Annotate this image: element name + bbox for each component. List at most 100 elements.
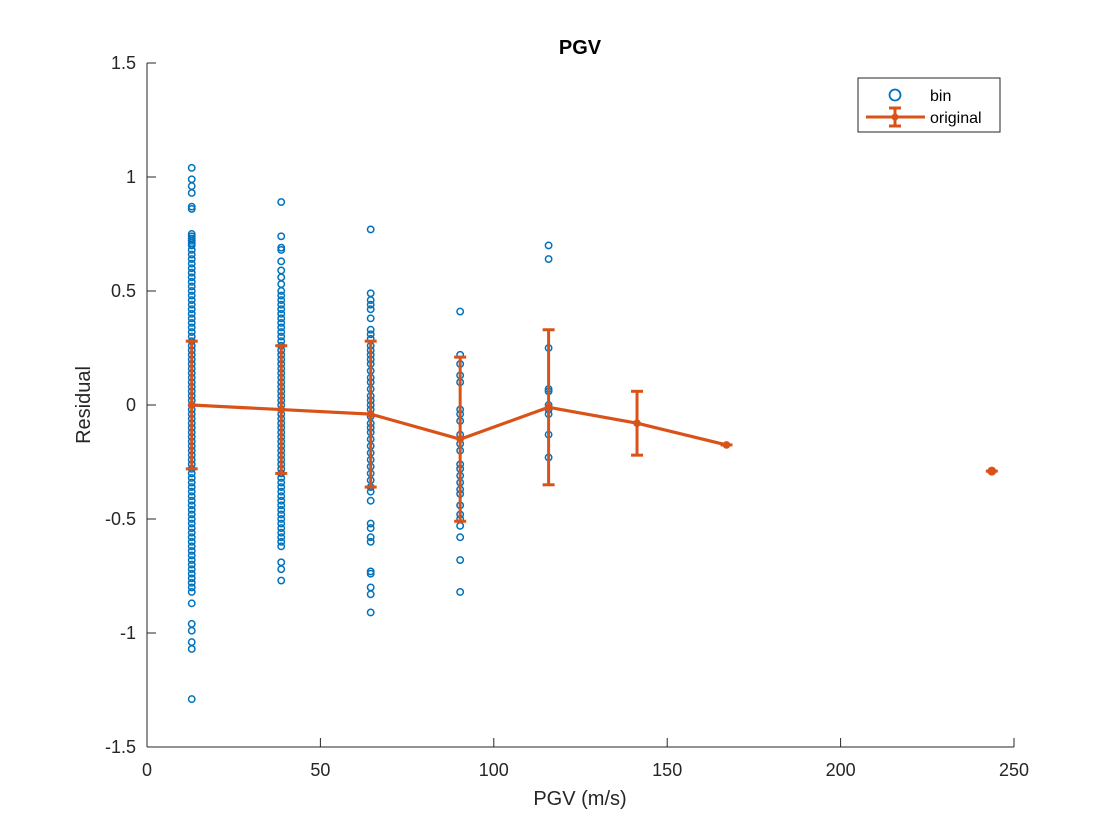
y-tick-label: 1: [126, 167, 136, 187]
bin-point: [366, 289, 375, 298]
bin-point: [277, 257, 286, 266]
bin-point: [277, 487, 286, 496]
bin-point: [187, 182, 196, 191]
x-tick-label: 50: [310, 760, 330, 780]
bin-point: [187, 533, 196, 542]
bin-point: [187, 537, 196, 546]
bin-point: [277, 492, 286, 501]
bin-point: [187, 492, 196, 501]
bin-point: [187, 626, 196, 635]
bin-point: [187, 569, 196, 578]
original-point: [366, 410, 375, 418]
bin-point: [366, 524, 375, 533]
bin-point: [456, 588, 465, 596]
plot-area: 0 50 100 150 200 250 -1.5 -1 -0.5 0 0.5 1 1.5: [105, 53, 1029, 780]
chart-title: PGV: [559, 37, 602, 59]
y-axis-label: Residual: [73, 366, 95, 444]
bin-point: [366, 569, 375, 578]
bin-point: [277, 291, 286, 300]
y-tick-label: 0: [126, 395, 136, 415]
bin-point: [366, 300, 375, 309]
original-point: [187, 401, 196, 409]
bin-point: [277, 266, 286, 275]
bin-point: [187, 638, 196, 647]
bin-point: [187, 277, 196, 286]
bin-point: [187, 309, 196, 318]
bin-point: [366, 314, 375, 323]
bin-point: [366, 296, 375, 305]
bin-point: [187, 483, 196, 492]
bin-point: [277, 510, 286, 519]
bin-point: [277, 478, 286, 487]
bin-point: [187, 291, 196, 300]
legend-bin-marker: [888, 88, 902, 102]
bin-point: [187, 524, 196, 533]
bin-point: [187, 259, 196, 268]
bin-point: [277, 309, 286, 318]
bin-point: [187, 505, 196, 514]
original-point: [544, 403, 553, 412]
bin-point: [187, 287, 196, 295]
bin-point: [187, 318, 196, 327]
bin-point: [187, 273, 196, 282]
legend-original-marker: [891, 113, 899, 121]
bin-point: [366, 519, 375, 528]
bin-point: [277, 296, 286, 305]
bin-point: [187, 578, 196, 587]
bin-point: [277, 501, 286, 510]
bin-point: [456, 533, 465, 542]
bin-point: [187, 510, 196, 519]
bin-point: [187, 645, 196, 653]
bin-point: [366, 325, 375, 334]
original-point: [456, 435, 464, 444]
bin-point: [187, 314, 196, 323]
bin-point: [187, 163, 196, 172]
bin-point: [544, 241, 553, 250]
bin-point: [187, 588, 196, 596]
bin-point: [187, 323, 196, 332]
x-tick-label: 250: [999, 760, 1029, 780]
bin-point: [277, 300, 286, 309]
bin-point: [187, 565, 196, 574]
bin-point: [277, 515, 286, 523]
bin-point: [187, 528, 196, 537]
bin-point: [187, 474, 196, 482]
bin-point: [366, 487, 375, 496]
bin-point: [187, 241, 196, 250]
y-tick-label: -0.5: [105, 509, 136, 529]
bin-point: [187, 478, 196, 487]
bin-point: [366, 225, 375, 234]
bin-point: [456, 307, 465, 316]
bin-point: [366, 330, 375, 339]
bin-point: [187, 300, 196, 309]
bin-point: [277, 565, 286, 574]
bin-point: [187, 599, 196, 608]
bin-point: [187, 268, 196, 277]
bin-point: [187, 246, 196, 254]
bin-point: [456, 521, 465, 530]
bin-point: [366, 533, 375, 542]
bin-point: [277, 576, 286, 585]
y-tick-label: 0.5: [111, 281, 136, 301]
bin-point: [277, 280, 286, 289]
bin-point: [277, 558, 286, 567]
bin-point: [187, 551, 196, 560]
bin-point: [277, 305, 286, 314]
bin-point: [366, 608, 375, 617]
bin-point: [187, 250, 196, 259]
legend-bin-label: bin: [930, 88, 951, 105]
legend: bin original: [857, 77, 1001, 133]
bin-point: [187, 189, 196, 197]
bin-point: [277, 287, 286, 295]
bin-point: [277, 537, 286, 546]
original-point: [633, 419, 641, 428]
legend-original-label: original: [930, 110, 982, 127]
bin-point: [277, 332, 286, 341]
bin-point: [187, 264, 196, 273]
bin-point: [187, 255, 196, 264]
bin-point: [187, 515, 196, 523]
bin-point: [366, 496, 375, 505]
x-tick-label: 150: [652, 760, 682, 780]
y-tick-label: -1.5: [105, 737, 136, 757]
bin-point: [187, 519, 196, 528]
